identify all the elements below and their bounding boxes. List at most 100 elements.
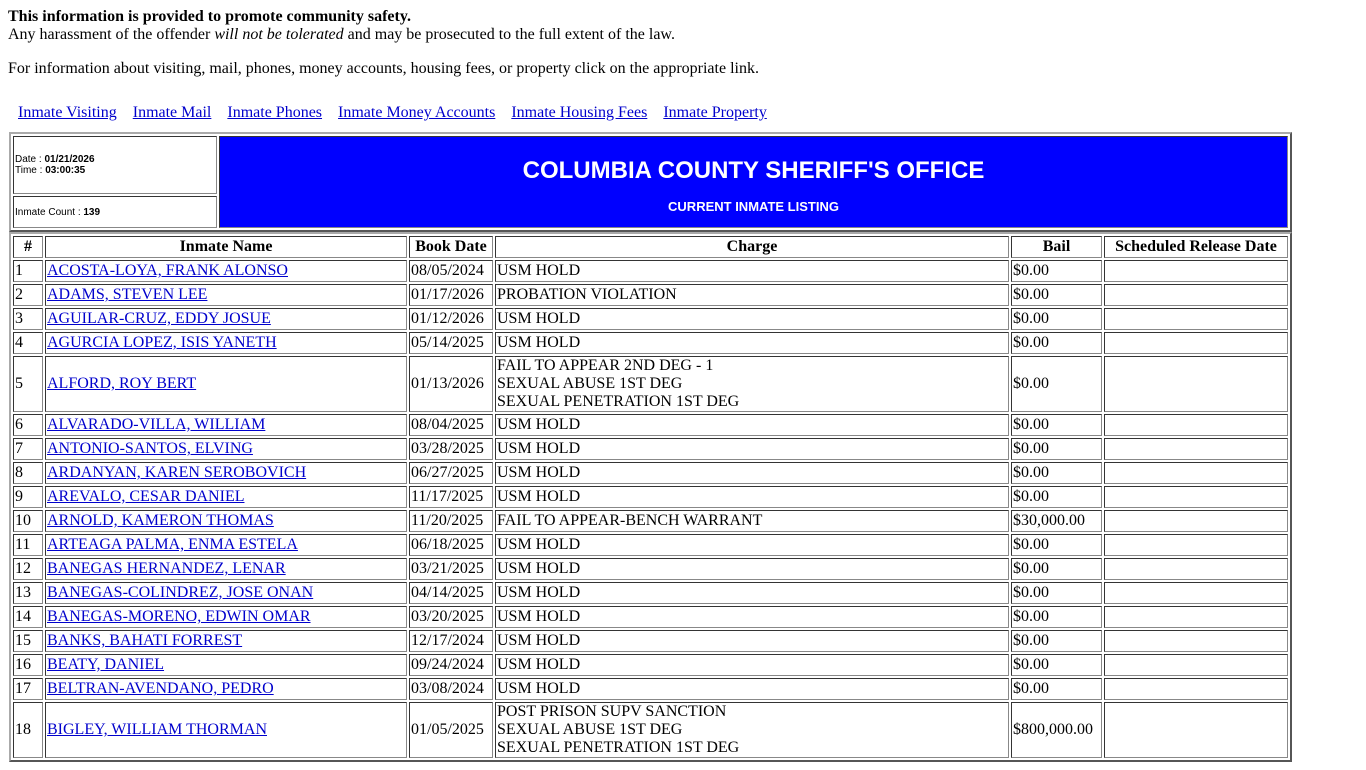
inmate-name-link[interactable]: BANEGAS-MORENO, EDWIN OMAR [47, 608, 311, 625]
inmate-name-link[interactable]: BELTRAN-AVENDANO, PEDRO [47, 680, 274, 697]
release-date [1104, 630, 1288, 652]
table-row: 9 AREVALO, CESAR DANIEL 11/17/2025 USM HOLD… [13, 486, 1288, 508]
inmate-name-link[interactable]: BANEGAS-COLINDREZ, JOSE ONAN [47, 584, 314, 601]
charge-cell: FAIL TO APPEAR 2ND DEG - 1 SEXUAL ABUSE 1… [495, 356, 1009, 412]
release-date [1104, 510, 1288, 532]
charge-cell: USM HOLD [495, 414, 1009, 436]
link-inmate-mail[interactable]: Inmate Mail [132, 104, 212, 121]
charge-cell: POST PRISON SUPV SANCTION SEXUAL ABUSE 1S… [495, 702, 1009, 758]
table-row: 11 ARTEAGA PALMA, ENMA ESTELA 06/18/2025 US… [13, 534, 1288, 556]
bail: $0.00 [1011, 308, 1102, 330]
inmate-name-link[interactable]: BANEGAS HERNANDEZ, LENAR [47, 560, 286, 577]
row-number: 16 [13, 654, 43, 676]
table-row: 16 BEATY, DANIEL 09/24/2024 USM HOLD $0.00 [13, 654, 1288, 676]
bail: $0.00 [1011, 678, 1102, 700]
book-date: 03/21/2025 [409, 558, 493, 580]
book-date: 01/17/2026 [409, 284, 493, 306]
charge-cell: PROBATION VIOLATION [495, 284, 1009, 306]
charge: USM HOLD [497, 262, 581, 279]
charge: USM HOLD [497, 464, 581, 481]
link-inmate-property[interactable]: Inmate Property [663, 104, 767, 121]
release-date [1104, 438, 1288, 460]
bail: $800,000.00 [1011, 702, 1102, 758]
book-date: 06/18/2025 [409, 534, 493, 556]
charge-cell: USM HOLD [495, 678, 1009, 700]
inmate-name-cell: ACOSTA-LOYA, FRANK ALONSO [45, 260, 407, 282]
table-row: 6 ALVARADO-VILLA, WILLIAM 08/04/2025 USM HO… [13, 414, 1288, 436]
link-inmate-housing-fees[interactable]: Inmate Housing Fees [511, 104, 648, 121]
book-date: 06/27/2025 [409, 462, 493, 484]
charge: USM HOLD [497, 536, 581, 553]
book-date: 03/28/2025 [409, 438, 493, 460]
inmate-name-link[interactable]: AREVALO, CESAR DANIEL [47, 488, 245, 505]
release-date [1104, 534, 1288, 556]
book-date: 03/08/2024 [409, 678, 493, 700]
link-inmate-money-accounts[interactable]: Inmate Money Accounts [338, 104, 496, 121]
charge: USM HOLD [497, 334, 581, 351]
inmate-name-cell: BIGLEY, WILLIAM THORMAN [45, 702, 407, 758]
bail: $0.00 [1011, 630, 1102, 652]
row-number: 7 [13, 438, 43, 460]
inmate-name-link[interactable]: ARDANYAN, KAREN SEROBOVICH [47, 464, 307, 481]
link-inmate-phones[interactable]: Inmate Phones [227, 104, 323, 121]
time-value: 03:00:35 [45, 165, 86, 176]
notice-harassment: Any harassment of the offender will not … [8, 26, 1358, 44]
inmate-name-link[interactable]: BANKS, BAHATI FORREST [47, 632, 243, 649]
inmate-name-link[interactable]: ADAMS, STEVEN LEE [47, 286, 208, 303]
inmate-name-cell: BANEGAS-MORENO, EDWIN OMAR [45, 606, 407, 628]
book-date: 01/13/2026 [409, 356, 493, 412]
table-row: 8 ARDANYAN, KAREN SEROBOVICH 06/27/2025 USM… [13, 462, 1288, 484]
inmate-name-link[interactable]: ANTONIO-SANTOS, ELVING [47, 440, 253, 457]
col-bail: Bail [1011, 236, 1102, 258]
charge: USM HOLD [497, 440, 581, 457]
charge-cell: USM HOLD [495, 654, 1009, 676]
bail: $0.00 [1011, 414, 1102, 436]
bail: $0.00 [1011, 438, 1102, 460]
inmate-name-link[interactable]: ACOSTA-LOYA, FRANK ALONSO [47, 262, 288, 279]
link-inmate-visiting[interactable]: Inmate Visiting [18, 104, 117, 121]
release-date [1104, 414, 1288, 436]
bail: $0.00 [1011, 332, 1102, 354]
inmate-name-cell: ADAMS, STEVEN LEE [45, 284, 407, 306]
table-row: 4 AGURCIA LOPEZ, ISIS YANETH 05/14/2025 USM… [13, 332, 1288, 354]
inmate-name-link[interactable]: ARNOLD, KAMERON THOMAS [47, 512, 274, 529]
release-date [1104, 284, 1288, 306]
book-date: 01/12/2026 [409, 308, 493, 330]
charge: USM HOLD [497, 488, 581, 505]
release-date [1104, 582, 1288, 604]
row-number: 17 [13, 678, 43, 700]
table-row: 13 BANEGAS-COLINDREZ, JOSE ONAN 04/14/2025… [13, 582, 1288, 604]
col-charge: Charge [495, 236, 1009, 258]
charge-cell: FAIL TO APPEAR-BENCH WARRANT [495, 510, 1009, 532]
charge: PROBATION VIOLATION [497, 286, 677, 303]
col-book-date: Book Date [409, 236, 493, 258]
inmate-name-link[interactable]: BIGLEY, WILLIAM THORMAN [47, 721, 267, 738]
header-table: Date : 01/21/2026 Time : 03:00:35 COLUMB… [9, 132, 1292, 232]
inmate-name-cell: BELTRAN-AVENDANO, PEDRO [45, 678, 407, 700]
table-row: 2 ADAMS, STEVEN LEE 01/17/2026 PROBATION VI… [13, 284, 1288, 306]
inmate-name-link[interactable]: BEATY, DANIEL [47, 656, 165, 673]
charge: USM HOLD [497, 680, 581, 697]
release-date [1104, 260, 1288, 282]
inmate-name-link[interactable]: ARTEAGA PALMA, ENMA ESTELA [47, 536, 298, 553]
bail: $0.00 [1011, 260, 1102, 282]
bail: $0.00 [1011, 284, 1102, 306]
table-row: 12 BANEGAS HERNANDEZ, LENAR 03/21/2025 USM … [13, 558, 1288, 580]
bail: $0.00 [1011, 606, 1102, 628]
col-number: # [13, 236, 43, 258]
row-number: 13 [13, 582, 43, 604]
row-number: 12 [13, 558, 43, 580]
inmate-name-link[interactable]: AGUILAR-CRUZ, EDDY JOSUE [47, 310, 271, 327]
charge: USM HOLD [497, 656, 581, 673]
charge-cell: USM HOLD [495, 332, 1009, 354]
book-date: 01/05/2025 [409, 702, 493, 758]
inmate-name-link[interactable]: AGURCIA LOPEZ, ISIS YANETH [47, 334, 277, 351]
bail: $0.00 [1011, 356, 1102, 412]
inmate-name-link[interactable]: ALVARADO-VILLA, WILLIAM [47, 416, 266, 433]
charge: POST PRISON SUPV SANCTION [497, 703, 727, 720]
inmate-name-link[interactable]: ALFORD, ROY BERT [47, 375, 197, 392]
bail: $0.00 [1011, 654, 1102, 676]
charge: SEXUAL PENETRATION 1ST DEG [497, 393, 740, 410]
release-date [1104, 558, 1288, 580]
book-date: 11/20/2025 [409, 510, 493, 532]
